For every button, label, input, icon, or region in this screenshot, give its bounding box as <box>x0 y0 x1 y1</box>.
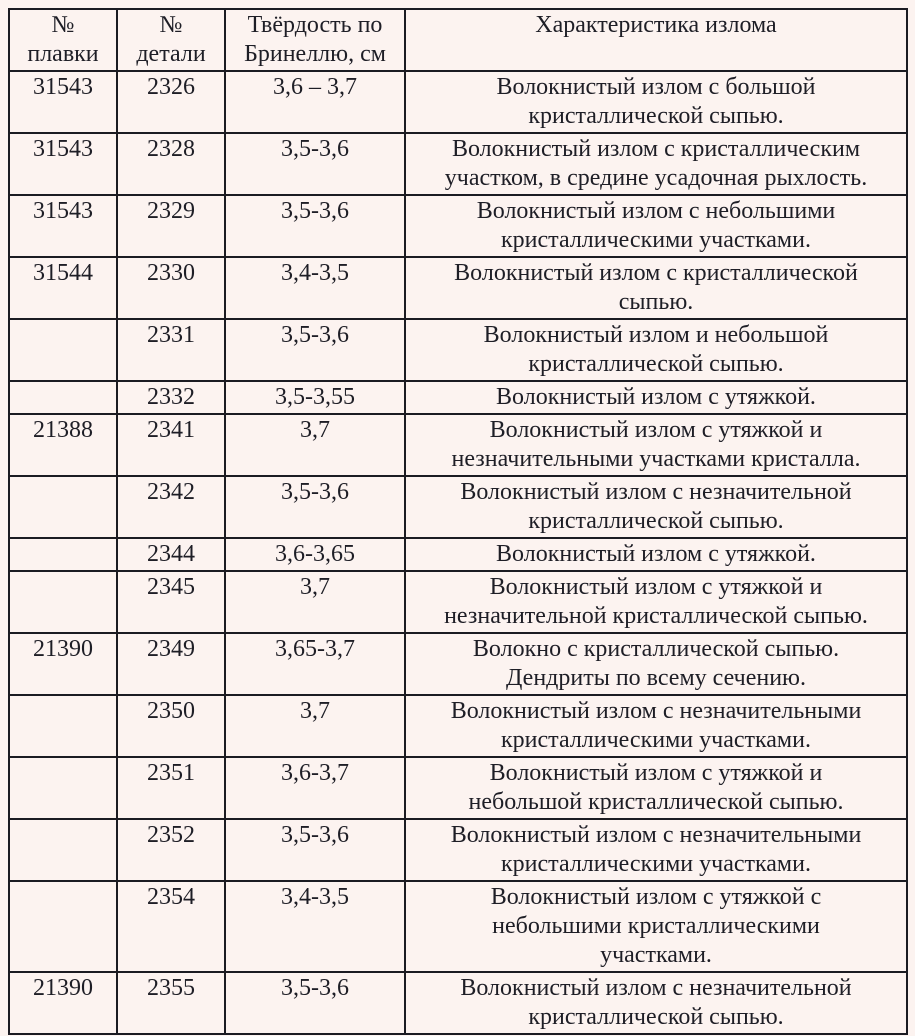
description-cell: Волокнистый излом с утяжкой и незначител… <box>404 570 908 634</box>
table-row: 2351 3,6-3,7 Волокнистый излом с утяжкой и… <box>8 756 908 820</box>
table-row: 2342 3,5-3,6 Волокнистый излом с незначите… <box>8 475 908 539</box>
part-cell: 2355 <box>116 971 226 1035</box>
part-cell: 2330 <box>116 256 226 320</box>
table-row: 31543 2328 3,5-3,6 Волокнистый излом с крис… <box>8 132 908 196</box>
hardness-cell: 3,7 <box>224 413 406 477</box>
melt-cell: 31544 <box>8 256 118 320</box>
part-cell: 2332 <box>116 380 226 415</box>
hardness-cell: 3,6-3,7 <box>224 756 406 820</box>
melt-cell <box>8 818 118 882</box>
table-row: 2352 3,5-3,6 Волокнистый излом с незначите… <box>8 818 908 882</box>
hardness-cell: 3,5-3,6 <box>224 194 406 258</box>
description-cell: Волокнистый излом с утяжкой. <box>404 380 908 415</box>
melt-cell <box>8 880 118 973</box>
melt-cell <box>8 537 118 572</box>
table-row: 21390 2349 3,65-3,7 Волокно с кристаллическ… <box>8 632 908 696</box>
column-header-description: Характеристика излома <box>404 8 908 72</box>
hardness-cell: 3,65-3,7 <box>224 632 406 696</box>
melt-cell: 31543 <box>8 70 118 134</box>
column-header-hardness: Твёрдость по Бринеллю, см <box>224 8 406 72</box>
part-cell: 2351 <box>116 756 226 820</box>
hardness-cell: 3,7 <box>224 570 406 634</box>
part-cell: 2331 <box>116 318 226 382</box>
table-row: 31543 2326 3,6 – 3,7 Волокнистый излом с бо… <box>8 70 908 134</box>
table-header-row: № плавки № детали Твёрдость по Бринеллю, с… <box>8 8 908 72</box>
part-cell: 2329 <box>116 194 226 258</box>
melt-cell: 31543 <box>8 194 118 258</box>
hardness-cell: 3,5-3,6 <box>224 971 406 1035</box>
table-row: 31543 2329 3,5-3,6 Волокнистый излом с небо… <box>8 194 908 258</box>
description-cell: Волокнистый излом с незначительными крис… <box>404 818 908 882</box>
description-cell: Волокно с кристаллической сыпью. Дендрит… <box>404 632 908 696</box>
description-cell: Волокнистый излом с незначительной крист… <box>404 475 908 539</box>
melt-cell <box>8 570 118 634</box>
description-cell: Волокнистый излом с кристаллической сыпь… <box>404 256 908 320</box>
part-cell: 2349 <box>116 632 226 696</box>
table-row: 21390 2355 3,5-3,6 Волокнистый излом с незн… <box>8 971 908 1035</box>
melt-cell: 21390 <box>8 632 118 696</box>
melt-cell <box>8 318 118 382</box>
part-cell: 2326 <box>116 70 226 134</box>
hardness-cell: 3,4-3,5 <box>224 256 406 320</box>
description-cell: Волокнистый излом с незначительной крист… <box>404 971 908 1035</box>
table-row: 2345 3,7 Волокнистый излом с утяжкой и нез… <box>8 570 908 634</box>
table-row: 21388 2341 3,7 Волокнистый излом с утяжкой … <box>8 413 908 477</box>
hardness-cell: 3,5-3,55 <box>224 380 406 415</box>
page: { "document": { "language": "ru", "backg… <box>0 8 915 1036</box>
hardness-cell: 3,7 <box>224 694 406 758</box>
table-row: 2354 3,4-3,5 Волокнистый излом с утяжкой с… <box>8 880 908 973</box>
melt-cell <box>8 380 118 415</box>
melt-cell <box>8 475 118 539</box>
hardness-cell: 3,5-3,6 <box>224 132 406 196</box>
melt-cell: 31543 <box>8 132 118 196</box>
part-cell: 2350 <box>116 694 226 758</box>
description-cell: Волокнистый излом и небольшой кристаллич… <box>404 318 908 382</box>
description-cell: Волокнистый излом с утяжкой и незначител… <box>404 413 908 477</box>
table-row: 2350 3,7 Волокнистый излом с незначительны… <box>8 694 908 758</box>
hardness-cell: 3,5-3,6 <box>224 318 406 382</box>
column-header-part: № детали <box>116 8 226 72</box>
description-cell: Волокнистый излом с небольшими кристалли… <box>404 194 908 258</box>
melt-cell: 21390 <box>8 971 118 1035</box>
part-cell: 2345 <box>116 570 226 634</box>
table-row: 31544 2330 3,4-3,5 Волокнистый излом с крис… <box>8 256 908 320</box>
melt-cell <box>8 756 118 820</box>
table-row: 2344 3,6-3,65 Волокнистый излом с утяжкой. <box>8 537 908 572</box>
hardness-cell: 3,5-3,6 <box>224 475 406 539</box>
description-cell: Волокнистый излом с большой кристалличес… <box>404 70 908 134</box>
description-cell: Волокнистый излом с утяжкой и небольшой … <box>404 756 908 820</box>
description-cell: Волокнистый излом с утяжкой с небольшими… <box>404 880 908 973</box>
hardness-cell: 3,6 – 3,7 <box>224 70 406 134</box>
melt-cell <box>8 694 118 758</box>
column-header-melt: № плавки <box>8 8 118 72</box>
description-cell: Волокнистый излом с кристаллическим учас… <box>404 132 908 196</box>
part-cell: 2354 <box>116 880 226 973</box>
hardness-cell: 3,4-3,5 <box>224 880 406 973</box>
table-row: 2332 3,5-3,55 Волокнистый излом с утяжкой. <box>8 380 908 415</box>
description-cell: Волокнистый излом с утяжкой. <box>404 537 908 572</box>
part-cell: 2352 <box>116 818 226 882</box>
part-cell: 2342 <box>116 475 226 539</box>
description-cell: Волокнистый излом с незначительными крис… <box>404 694 908 758</box>
hardness-cell: 3,6-3,65 <box>224 537 406 572</box>
melt-cell: 21388 <box>8 413 118 477</box>
fracture-report-table: № плавки № детали Твёрдость по Бринеллю, с… <box>8 8 908 1035</box>
hardness-cell: 3,5-3,6 <box>224 818 406 882</box>
part-cell: 2328 <box>116 132 226 196</box>
table-row: 2331 3,5-3,6 Волокнистый излом и небольшой… <box>8 318 908 382</box>
part-cell: 2344 <box>116 537 226 572</box>
part-cell: 2341 <box>116 413 226 477</box>
